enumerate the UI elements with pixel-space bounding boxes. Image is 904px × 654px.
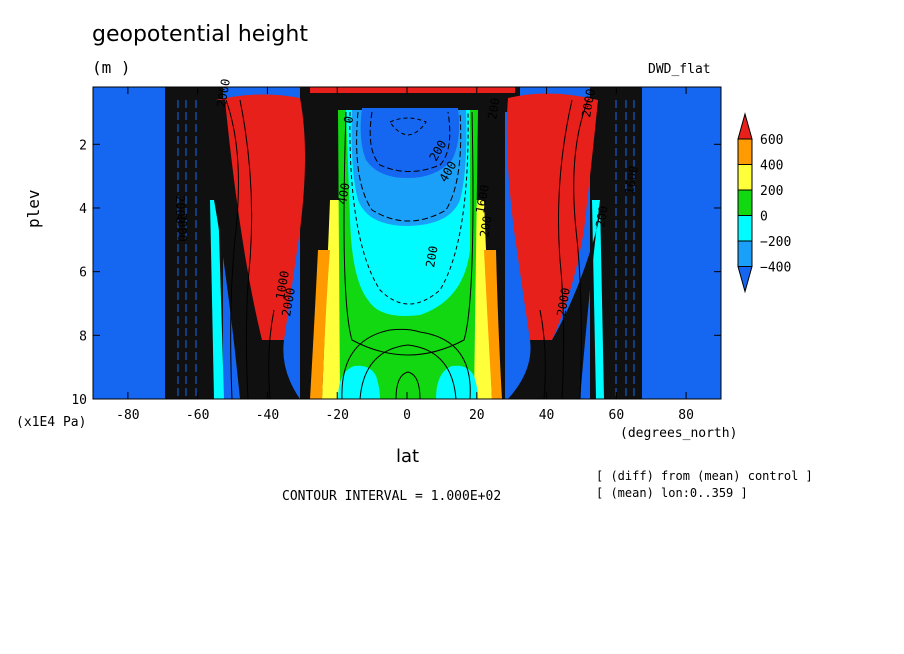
contour-label: 2000 (175, 213, 189, 242)
y-axis-units: (x1E4 Pa) (16, 415, 87, 430)
mean-note: [ (mean) lon:0..359 ] (596, 486, 748, 500)
dataset-label: DWD_flat (648, 62, 711, 77)
x-axis-units: (degrees_north) (620, 426, 738, 441)
colorbar-label: −400 (760, 261, 791, 276)
contour-label: 400 (335, 182, 353, 206)
contour-interval-text: CONTOUR INTERVAL = 1.000E+02 (282, 489, 502, 504)
x-tick-label: 0 (403, 408, 411, 423)
colorbar-label: 600 (760, 133, 783, 148)
contour-label: 2000 (579, 88, 598, 119)
x-tick-label: -40 (256, 408, 279, 423)
colorbar-bottom-arrow (737, 266, 753, 294)
chart-units: (m ) (92, 58, 131, 77)
colorbar-label: 0 (760, 210, 768, 225)
colorbar-segment (737, 240, 753, 267)
contour-label: 0 (341, 115, 356, 125)
x-tick-label: -80 (116, 408, 139, 423)
x-tick-label: -20 (325, 408, 348, 423)
contour-label: 2000 (554, 287, 573, 318)
colorbar-label: 200 (760, 184, 783, 199)
y-tick-label: 10 (71, 393, 87, 408)
x-tick-label: 80 (678, 408, 694, 423)
y-tick-label: 2 (79, 138, 87, 153)
colorbar-segment (737, 215, 753, 242)
colorbar-label: −200 (760, 235, 791, 250)
contour-label: 200 (423, 245, 441, 269)
x-axis-label: lat (396, 446, 420, 467)
contour-label: 1600 (622, 165, 641, 196)
x-tick-label: 20 (469, 408, 485, 423)
contour-label: 200 (477, 215, 495, 239)
y-tick-label: 6 (79, 266, 87, 281)
x-tick-label: 40 (539, 408, 555, 423)
x-tick-label: -60 (186, 408, 209, 423)
chart-title: geopotential height (92, 22, 308, 47)
contour-fill-layer (93, 87, 721, 399)
y-tick-label: 8 (79, 329, 87, 344)
x-tick-label: 60 (609, 408, 625, 423)
contour-label: 1600 (473, 184, 492, 215)
colorbar-segment (737, 138, 753, 165)
contour-label: 1000 (273, 270, 292, 301)
contour-label: 2000 (173, 195, 187, 224)
contour-label: 2000 (214, 78, 233, 109)
contour-label: 200 (485, 97, 503, 121)
colorbar-label: 400 (760, 159, 783, 174)
contour-label: 2000 (279, 287, 298, 318)
colorbar-segment (737, 164, 753, 191)
colorbar-segment (737, 189, 753, 216)
contour-label: 200 (593, 205, 611, 229)
y-tick-label: 4 (79, 202, 87, 217)
colorbar-top-arrow (737, 112, 753, 140)
diff-note: [ (diff) from (mean) control ] (596, 469, 813, 483)
